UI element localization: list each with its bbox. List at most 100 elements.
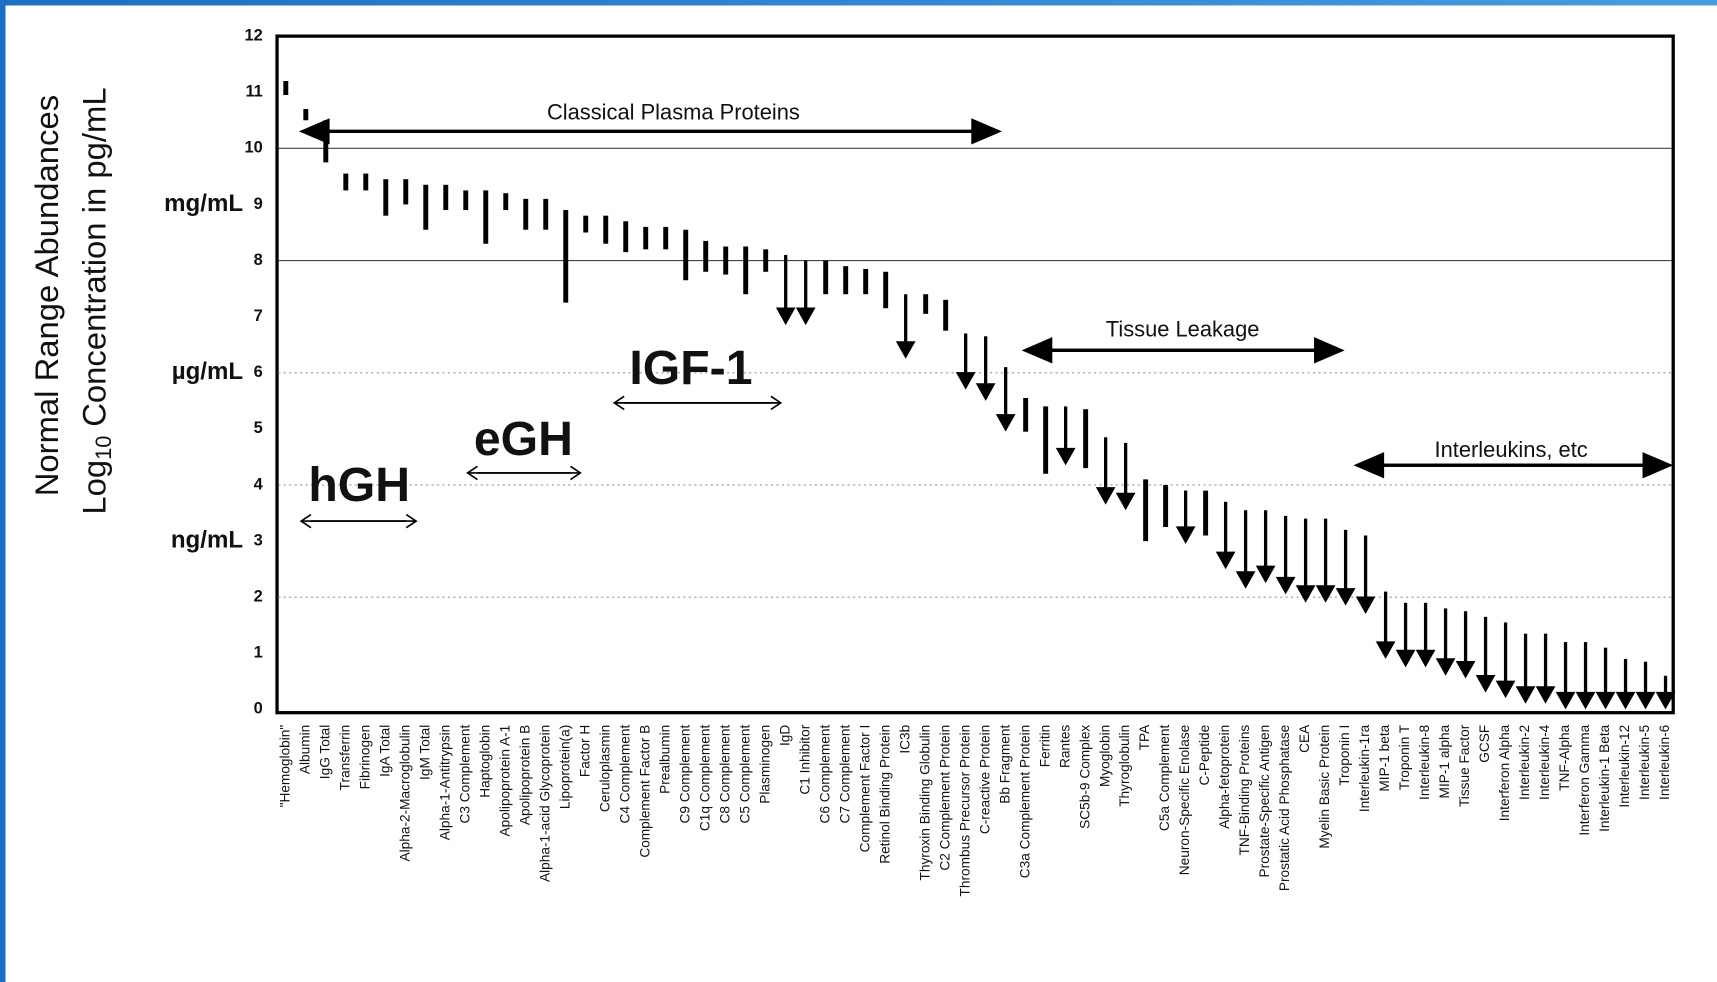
arrow-head <box>795 307 816 326</box>
x-tick-label: C5a Complement <box>1157 725 1172 832</box>
x-tick-label: Transferrin <box>337 725 352 791</box>
y-tick-label: 5 <box>254 419 263 437</box>
x-tick-label: Interleukin-1ra <box>1357 724 1372 812</box>
y-tick-label: 3 <box>254 531 263 549</box>
arrow-head <box>1615 691 1636 710</box>
x-tick-label: Troponin I <box>1337 725 1352 786</box>
x-tick-label: Troponin T <box>1397 724 1412 790</box>
x-tick-label: Fibrinogen <box>357 725 372 790</box>
unit-label: mg/mL <box>164 190 243 217</box>
x-tick-label: Myelin Basic Protein <box>1317 725 1332 849</box>
arrow-head <box>1295 585 1316 603</box>
x-tick-label: Thrombus Precursor Protein <box>957 725 972 897</box>
x-tick-label: Lipoprotein(a) <box>557 725 572 809</box>
arrow-head <box>1515 686 1536 704</box>
x-tick-label: Interleukin-2 <box>1517 725 1532 800</box>
region-label: Interleukins, etc <box>1435 437 1588 462</box>
hormone-label: eGH <box>474 412 573 466</box>
region-arrow <box>1353 452 1674 479</box>
x-tick-label: Prostatic Acid Phosphatase <box>1277 725 1292 891</box>
arrow-head <box>995 414 1016 432</box>
region-arrow-head <box>1021 337 1053 364</box>
hormone-label: IGF-1 <box>629 341 752 395</box>
x-tick-label: Ceruloplasmin <box>597 725 612 812</box>
y-tick-label: 10 <box>245 139 263 157</box>
x-tick-label: C6 Complement <box>817 725 832 824</box>
arrow-head <box>1655 691 1676 710</box>
x-tick-label: GCSF <box>1477 725 1492 763</box>
plot-frame <box>275 34 1675 715</box>
region-arrow <box>1021 337 1345 364</box>
y-label-part: Log <box>75 460 112 515</box>
x-tick-label: Myoglobin <box>1097 725 1112 787</box>
y-axis-label: Normal Range Abundances <box>28 95 65 496</box>
arrow-head <box>1235 571 1256 589</box>
x-tick-label: Haptoglobin <box>477 725 492 798</box>
arrow-head <box>1175 526 1196 544</box>
x-tick-label: C-reactive Protein <box>977 725 992 834</box>
y-tick-label: 7 <box>254 307 263 325</box>
x-tick-label: Interferon Alpha <box>1497 724 1512 821</box>
arrow-head <box>895 341 916 359</box>
x-tick-label: Prealbumin <box>657 725 672 794</box>
x-tick-label: C5 Complement <box>737 725 752 824</box>
x-tick-label: IgG Total <box>317 725 332 779</box>
x-tick-label: Bb Fragment <box>997 725 1012 804</box>
x-tick-label: Thyroxin Binding Globulin <box>917 725 932 881</box>
y-tick-label: 0 <box>254 700 263 718</box>
arrow-head <box>1395 649 1416 668</box>
x-tick-label: Interleukin-12 <box>1617 725 1632 808</box>
y-tick-label: 6 <box>254 363 263 381</box>
region-arrow-head <box>1353 452 1385 479</box>
arrow-head <box>1435 658 1456 676</box>
x-tick-label: Factor H <box>577 725 592 777</box>
x-tick-label: C2 Complement Protein <box>937 725 952 871</box>
y-label-subscript: 10 <box>91 436 116 460</box>
hormone-arrow <box>466 465 582 481</box>
x-tick-label: C7 Complement <box>837 725 852 824</box>
x-tick-label: C3a Complement Protein <box>1017 725 1032 878</box>
arrow-head <box>1335 588 1356 606</box>
region-arrow-head <box>298 118 330 145</box>
x-tick-label: MIP-1 beta <box>1377 724 1392 791</box>
x-tick-label: C1 Inhibitor <box>797 724 812 794</box>
region-label: Classical Plasma Proteins <box>547 100 800 125</box>
x-tick-label: IgD <box>777 725 792 746</box>
x-tick-label: C1q Complement <box>697 725 712 832</box>
x-tick-label: Plasminogen <box>757 725 772 804</box>
y-tick-label: 2 <box>254 588 263 606</box>
x-tick-label: IC3b <box>897 724 912 753</box>
x-tick-label: IgM Total <box>417 725 432 780</box>
arrow-head <box>1215 551 1236 570</box>
arrow-head <box>1495 680 1516 699</box>
arrow-head <box>1315 585 1336 603</box>
arrow-head <box>1595 691 1616 710</box>
x-tick-label: Retinol Binding Protein <box>877 725 892 864</box>
x-tick-label: TPA <box>1137 724 1152 750</box>
arrow-head <box>1275 576 1296 595</box>
arrow-head <box>1355 596 1376 615</box>
x-tick-label: Apolipoprotein A-1 <box>497 725 512 837</box>
x-tick-label: Apolipoprotein B <box>517 725 532 825</box>
region-arrow-head <box>1314 337 1345 364</box>
arrow-head <box>1095 487 1116 505</box>
arrow-head <box>1255 565 1276 584</box>
unit-label: µg/mL <box>172 358 243 385</box>
hormone-arrow <box>612 395 783 411</box>
arrow-head <box>1635 691 1656 710</box>
x-tick-label: Thyroglobulin <box>1117 725 1132 807</box>
x-tick-label: C3 Complement <box>457 725 472 824</box>
top-border <box>0 0 1717 6</box>
x-tick-label: Complement Factor B <box>637 725 652 858</box>
x-tick-label: C-Peptide <box>1197 725 1212 786</box>
y-tick-label: 11 <box>245 83 262 101</box>
arrow-head <box>1375 641 1396 659</box>
x-tick-label: C9 Complement <box>677 725 692 824</box>
y-tick-label: 8 <box>254 251 263 269</box>
arrow-head <box>1055 447 1076 466</box>
x-tick-label: Interleukin-5 <box>1637 724 1652 800</box>
x-tick-label: Interleukin-1 Beta <box>1597 724 1612 832</box>
arrow-head <box>1535 686 1556 704</box>
hormone-label: hGH <box>308 458 410 512</box>
